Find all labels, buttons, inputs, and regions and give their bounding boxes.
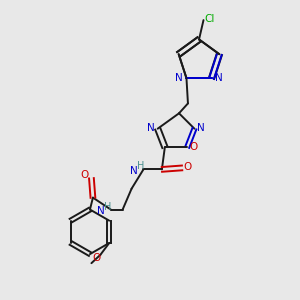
Text: H: H (104, 202, 112, 212)
Text: O: O (190, 142, 198, 152)
Text: N: N (147, 123, 155, 133)
Text: N: N (175, 73, 183, 82)
Text: N: N (197, 123, 205, 133)
Text: N: N (98, 206, 105, 216)
Text: O: O (183, 162, 192, 172)
Text: H: H (137, 161, 144, 171)
Text: Cl: Cl (204, 14, 214, 24)
Text: N: N (130, 166, 138, 176)
Text: O: O (92, 254, 101, 263)
Text: N: N (215, 73, 223, 82)
Text: O: O (81, 170, 89, 180)
